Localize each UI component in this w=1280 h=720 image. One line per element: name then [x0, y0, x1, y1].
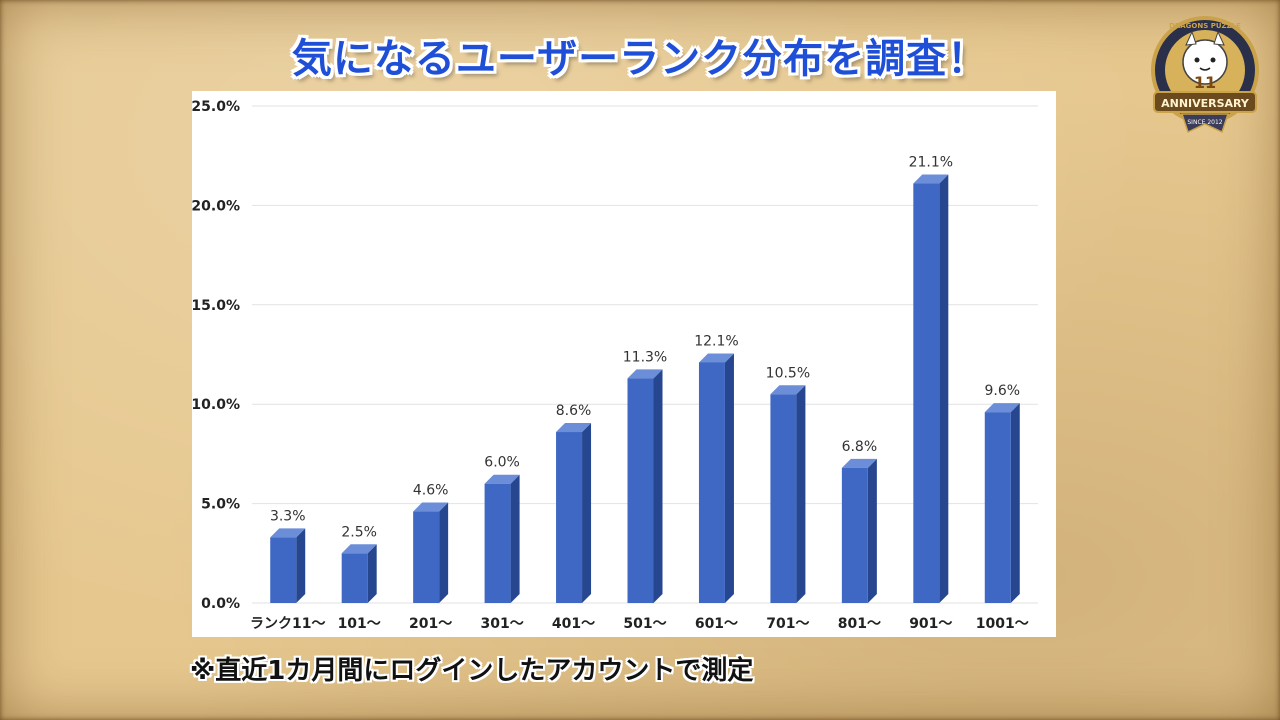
bar-front	[413, 511, 440, 603]
bar-side	[939, 174, 949, 604]
chart-panel: 0.0% 5.0% 10.0% 15.0% 20.0% 25.0% 3.3% ランク11〜 2.…	[192, 91, 1056, 637]
bar-front	[484, 483, 511, 603]
bar	[770, 385, 806, 603]
data-label: 4.6%	[413, 483, 449, 499]
bar-top	[270, 528, 306, 538]
bar-top	[484, 474, 520, 484]
page-title: 気になるユーザーランク分布を調査！	[291, 36, 989, 82]
y-tick-label: 5.0%	[201, 497, 240, 513]
data-label: 3.3%	[270, 508, 306, 524]
bar-top	[770, 385, 806, 395]
bar-side	[367, 544, 377, 603]
x-tick-label: 301〜	[480, 616, 523, 632]
bar-front	[698, 362, 725, 603]
bar-side	[582, 423, 592, 603]
bar-front	[270, 537, 297, 603]
bar	[556, 423, 592, 603]
bar-side	[1010, 403, 1020, 603]
bar	[698, 353, 734, 603]
bar-front	[984, 412, 1011, 603]
bar-side	[724, 353, 734, 603]
bar-top	[984, 403, 1020, 413]
x-tick-label: 201〜	[409, 616, 452, 632]
y-tick-label: 10.0%	[192, 397, 240, 413]
data-label: 21.1%	[909, 155, 953, 171]
data-label: 11.3%	[623, 349, 667, 365]
bar	[984, 403, 1020, 603]
bar-front	[556, 432, 583, 603]
bar	[484, 474, 520, 603]
bar-chart: 0.0% 5.0% 10.0% 15.0% 20.0% 25.0% 3.3% ランク11〜 2.…	[192, 99, 1038, 632]
bar	[413, 502, 449, 603]
bar-front	[913, 183, 940, 604]
bar-front	[341, 553, 368, 603]
x-tick-label: 901〜	[909, 616, 952, 632]
data-label: 6.0%	[484, 455, 520, 471]
bar-top	[341, 544, 377, 554]
anniversary-logo: 11 ANNIVERSARY SINCE 2012 DRAGONS PUZZLE	[1146, 10, 1264, 140]
x-tick-label: 401〜	[552, 616, 595, 632]
bar-top	[627, 369, 663, 379]
y-tick-label: 0.0%	[201, 596, 240, 612]
x-tick-label: 801〜	[838, 616, 881, 632]
anniversary-badge-icon	[1151, 16, 1259, 134]
bar-side	[796, 385, 806, 603]
data-label: 10.5%	[766, 365, 810, 381]
bar	[841, 458, 877, 603]
bar-front	[627, 378, 654, 603]
bar-side	[653, 369, 663, 603]
bar-side	[867, 458, 877, 603]
bar-front	[841, 467, 868, 603]
bar	[913, 174, 949, 604]
bar-top	[698, 353, 734, 363]
data-label: 12.1%	[694, 333, 738, 349]
logo-since-text: SINCE 2012	[1187, 119, 1222, 126]
data-label: 6.8%	[842, 439, 878, 455]
bar	[270, 528, 306, 603]
bar-side	[439, 502, 449, 603]
bar-side	[296, 528, 306, 603]
bar	[627, 369, 663, 603]
bar-top	[841, 458, 877, 468]
footnote: ※直近1カ月間にログインしたアカウントで測定	[190, 656, 754, 686]
data-label: 8.6%	[556, 403, 592, 419]
bar-top	[913, 174, 949, 184]
bar-front	[770, 394, 797, 603]
bar	[341, 544, 377, 603]
logo-ring-text: DRAGONS PUZZLE	[1169, 22, 1241, 30]
y-tick-label: 15.0%	[192, 298, 240, 314]
x-tick-label: 501〜	[623, 616, 666, 632]
y-tick-label: 20.0%	[192, 198, 240, 214]
data-label: 9.6%	[984, 383, 1020, 399]
logo-number: 11	[1194, 73, 1216, 92]
logo-banner-text: ANNIVERSARY	[1161, 97, 1250, 110]
x-tick-label: 601〜	[695, 616, 738, 632]
bar-top	[556, 423, 592, 433]
bar-top	[413, 502, 449, 512]
y-tick-label: 25.0%	[192, 99, 240, 115]
x-tick-label: 1001〜	[976, 616, 1029, 632]
x-tick-label: 101〜	[338, 616, 381, 632]
bar-side	[510, 474, 520, 603]
x-tick-label: ランク11〜	[250, 616, 325, 632]
x-tick-label: 701〜	[766, 616, 809, 632]
data-label: 2.5%	[341, 524, 377, 540]
